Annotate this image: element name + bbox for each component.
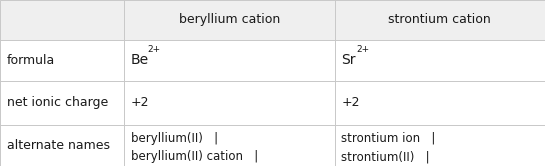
Text: 2+: 2+: [148, 45, 161, 54]
Text: formula: formula: [7, 54, 55, 67]
Text: Sr: Sr: [341, 53, 356, 67]
Text: +2: +2: [131, 96, 149, 109]
Text: +2: +2: [341, 96, 360, 109]
Text: Be: Be: [131, 53, 149, 67]
Text: alternate names: alternate names: [7, 139, 110, 152]
Text: net ionic charge: net ionic charge: [7, 96, 108, 109]
Text: strontium ion   |
strontium(II)   |
strontium(2+): strontium ion | strontium(II) | strontiu…: [341, 132, 435, 166]
Text: strontium cation: strontium cation: [389, 13, 491, 26]
Text: beryllium cation: beryllium cation: [179, 13, 280, 26]
Text: beryllium(II)   |
beryllium(II) cation   |
beryllium(2+): beryllium(II) | beryllium(II) cation | b…: [131, 132, 258, 166]
Text: 2+: 2+: [356, 45, 370, 54]
Bar: [0, 0, 545, 40]
